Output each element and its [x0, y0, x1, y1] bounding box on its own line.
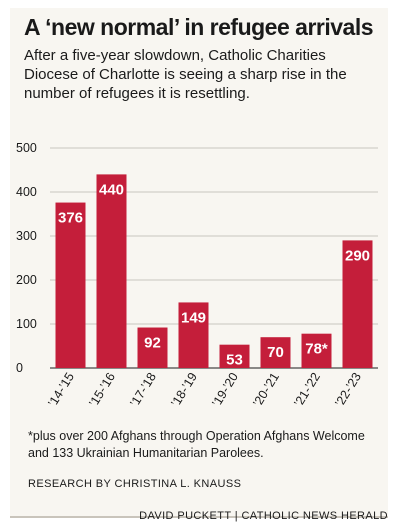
x-tick-label: ’20-’21	[250, 370, 282, 409]
value-label: 53	[226, 352, 243, 369]
bar	[96, 174, 127, 368]
y-tick-label: 200	[16, 273, 37, 287]
bar	[219, 344, 250, 368]
bar-chart: 0 100 200 300 400 500 376 ’14-’15 440 ’15-’16 92 ’1…	[16, 141, 378, 409]
infographic-card: A ‘new normal’ in refugee arrivals After…	[10, 8, 388, 518]
y-tick-label: 400	[16, 185, 37, 199]
value-label: 92	[144, 335, 161, 352]
research-credit: RESEARCH BY CHRISTINA L. KNAUSS	[28, 478, 242, 490]
footnote: *plus over 200 Afghans through Operation…	[28, 429, 365, 460]
x-tick-label: ’15-’16	[86, 370, 118, 409]
value-label: 376	[58, 210, 83, 227]
x-tick-label: ’14-’15	[45, 370, 77, 409]
x-tick-label: ’17-’18	[127, 370, 159, 409]
bar	[342, 240, 373, 368]
x-tick-label: ’18-’19	[168, 370, 200, 409]
bar	[260, 337, 291, 368]
byline: DAVID PUCKETT | CATHOLIC NEWS HERALD	[139, 510, 388, 522]
bar	[301, 333, 332, 368]
x-tick-label: ’21-’22	[291, 370, 323, 409]
value-label: 70	[267, 344, 284, 361]
value-label: 440	[99, 181, 124, 198]
bar	[137, 327, 168, 368]
x-tick-label: ’19-’20	[209, 370, 241, 409]
y-tick-label: 0	[16, 361, 23, 375]
value-label: 149	[181, 309, 206, 326]
chart-subtitle: After a five-year slowdown, Catholic Cha…	[24, 47, 347, 102]
y-tick-label: 500	[16, 141, 37, 155]
y-tick-label: 100	[16, 317, 37, 331]
chart-title: A ‘new normal’ in refugee arrivals	[24, 14, 374, 40]
y-tick-label: 300	[16, 229, 37, 243]
value-label: 78*	[305, 341, 328, 358]
bar	[55, 202, 86, 368]
value-label: 290	[345, 247, 370, 264]
x-tick-label: ’22-’23	[332, 370, 364, 409]
bar	[178, 302, 209, 368]
